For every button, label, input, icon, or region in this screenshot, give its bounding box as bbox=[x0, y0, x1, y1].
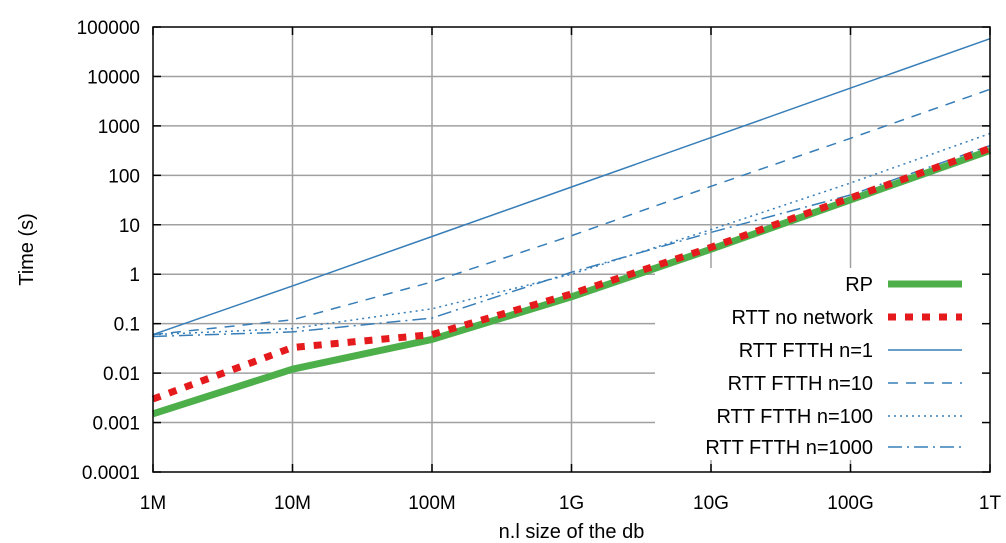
legend-label-rtt-ftth-n-100: RTT FTTH n=100 bbox=[716, 406, 873, 428]
y-tick-label-10000: 10000 bbox=[87, 67, 140, 88]
x-tick-label-100m: 100M bbox=[408, 493, 456, 514]
legend-label-rp: RP bbox=[845, 274, 873, 296]
y-tick-label-0-0001: 0.0001 bbox=[82, 463, 140, 484]
series-layer bbox=[151, 37, 992, 418]
legend-background bbox=[655, 268, 989, 460]
x-tick-label-1t: 1T bbox=[979, 493, 1002, 514]
legend-item-rtt-ftth-n-100: RTT FTTH n=100 bbox=[716, 406, 962, 428]
legend-item-rtt-ftth-n-1: RTT FTTH n=1 bbox=[739, 340, 962, 362]
legend-label-rtt-no-network: RTT no network bbox=[731, 307, 874, 329]
series-rtt-no-network bbox=[151, 145, 992, 403]
legend-item-rtt-no-network: RTT no network bbox=[731, 307, 962, 329]
x-tick-label-1g: 1G bbox=[559, 493, 584, 514]
x-tick-label-100g: 100G bbox=[827, 493, 873, 514]
x-axis-title: n.l size of the db bbox=[499, 521, 645, 543]
y-axis-title: Time (s) bbox=[16, 213, 38, 286]
y-tick-label-100000: 100000 bbox=[77, 18, 140, 39]
legend-item-rtt-ftth-n-10: RTT FTTH n=10 bbox=[728, 373, 962, 395]
y-tick-labels: 0.0001 0.001 0.01 0.1 1 10 100 1000 10000 100000 bbox=[77, 18, 140, 484]
legend-label-rtt-ftth-n-10: RTT FTTH n=10 bbox=[728, 373, 873, 395]
x-tick-labels: 1M 10M 100M 1G 10G 100G 1T bbox=[140, 493, 1002, 514]
y-tick-label-100: 100 bbox=[108, 166, 140, 187]
y-tick-label-0-1: 0.1 bbox=[114, 315, 140, 336]
y-tick-label-0-001: 0.001 bbox=[92, 414, 140, 435]
legend: RP RTT no network RTT FTTH n=1 RTT FTTH n=1… bbox=[705, 274, 962, 459]
x-tick-label-1m: 1M bbox=[140, 493, 166, 514]
legend-item-rtt-ftth-n-1000: RTT FTTH n=1000 bbox=[705, 437, 962, 459]
y-tick-label-1: 1 bbox=[129, 265, 140, 286]
legend-item-rp: RP bbox=[845, 274, 962, 296]
legend-label-rtt-ftth-n-1000: RTT FTTH n=1000 bbox=[705, 437, 873, 459]
y-tick-label-0-01: 0.01 bbox=[103, 364, 140, 385]
y-tick-label-1000: 1000 bbox=[98, 117, 140, 138]
x-tick-label-10m: 10M bbox=[274, 493, 311, 514]
grid bbox=[153, 27, 990, 472]
x-tick-label-10g: 10G bbox=[693, 493, 729, 514]
y-tick-label-10: 10 bbox=[119, 216, 140, 237]
legend-label-rtt-ftth-n-1: RTT FTTH n=1 bbox=[739, 340, 873, 362]
ticks bbox=[152, 26, 991, 473]
